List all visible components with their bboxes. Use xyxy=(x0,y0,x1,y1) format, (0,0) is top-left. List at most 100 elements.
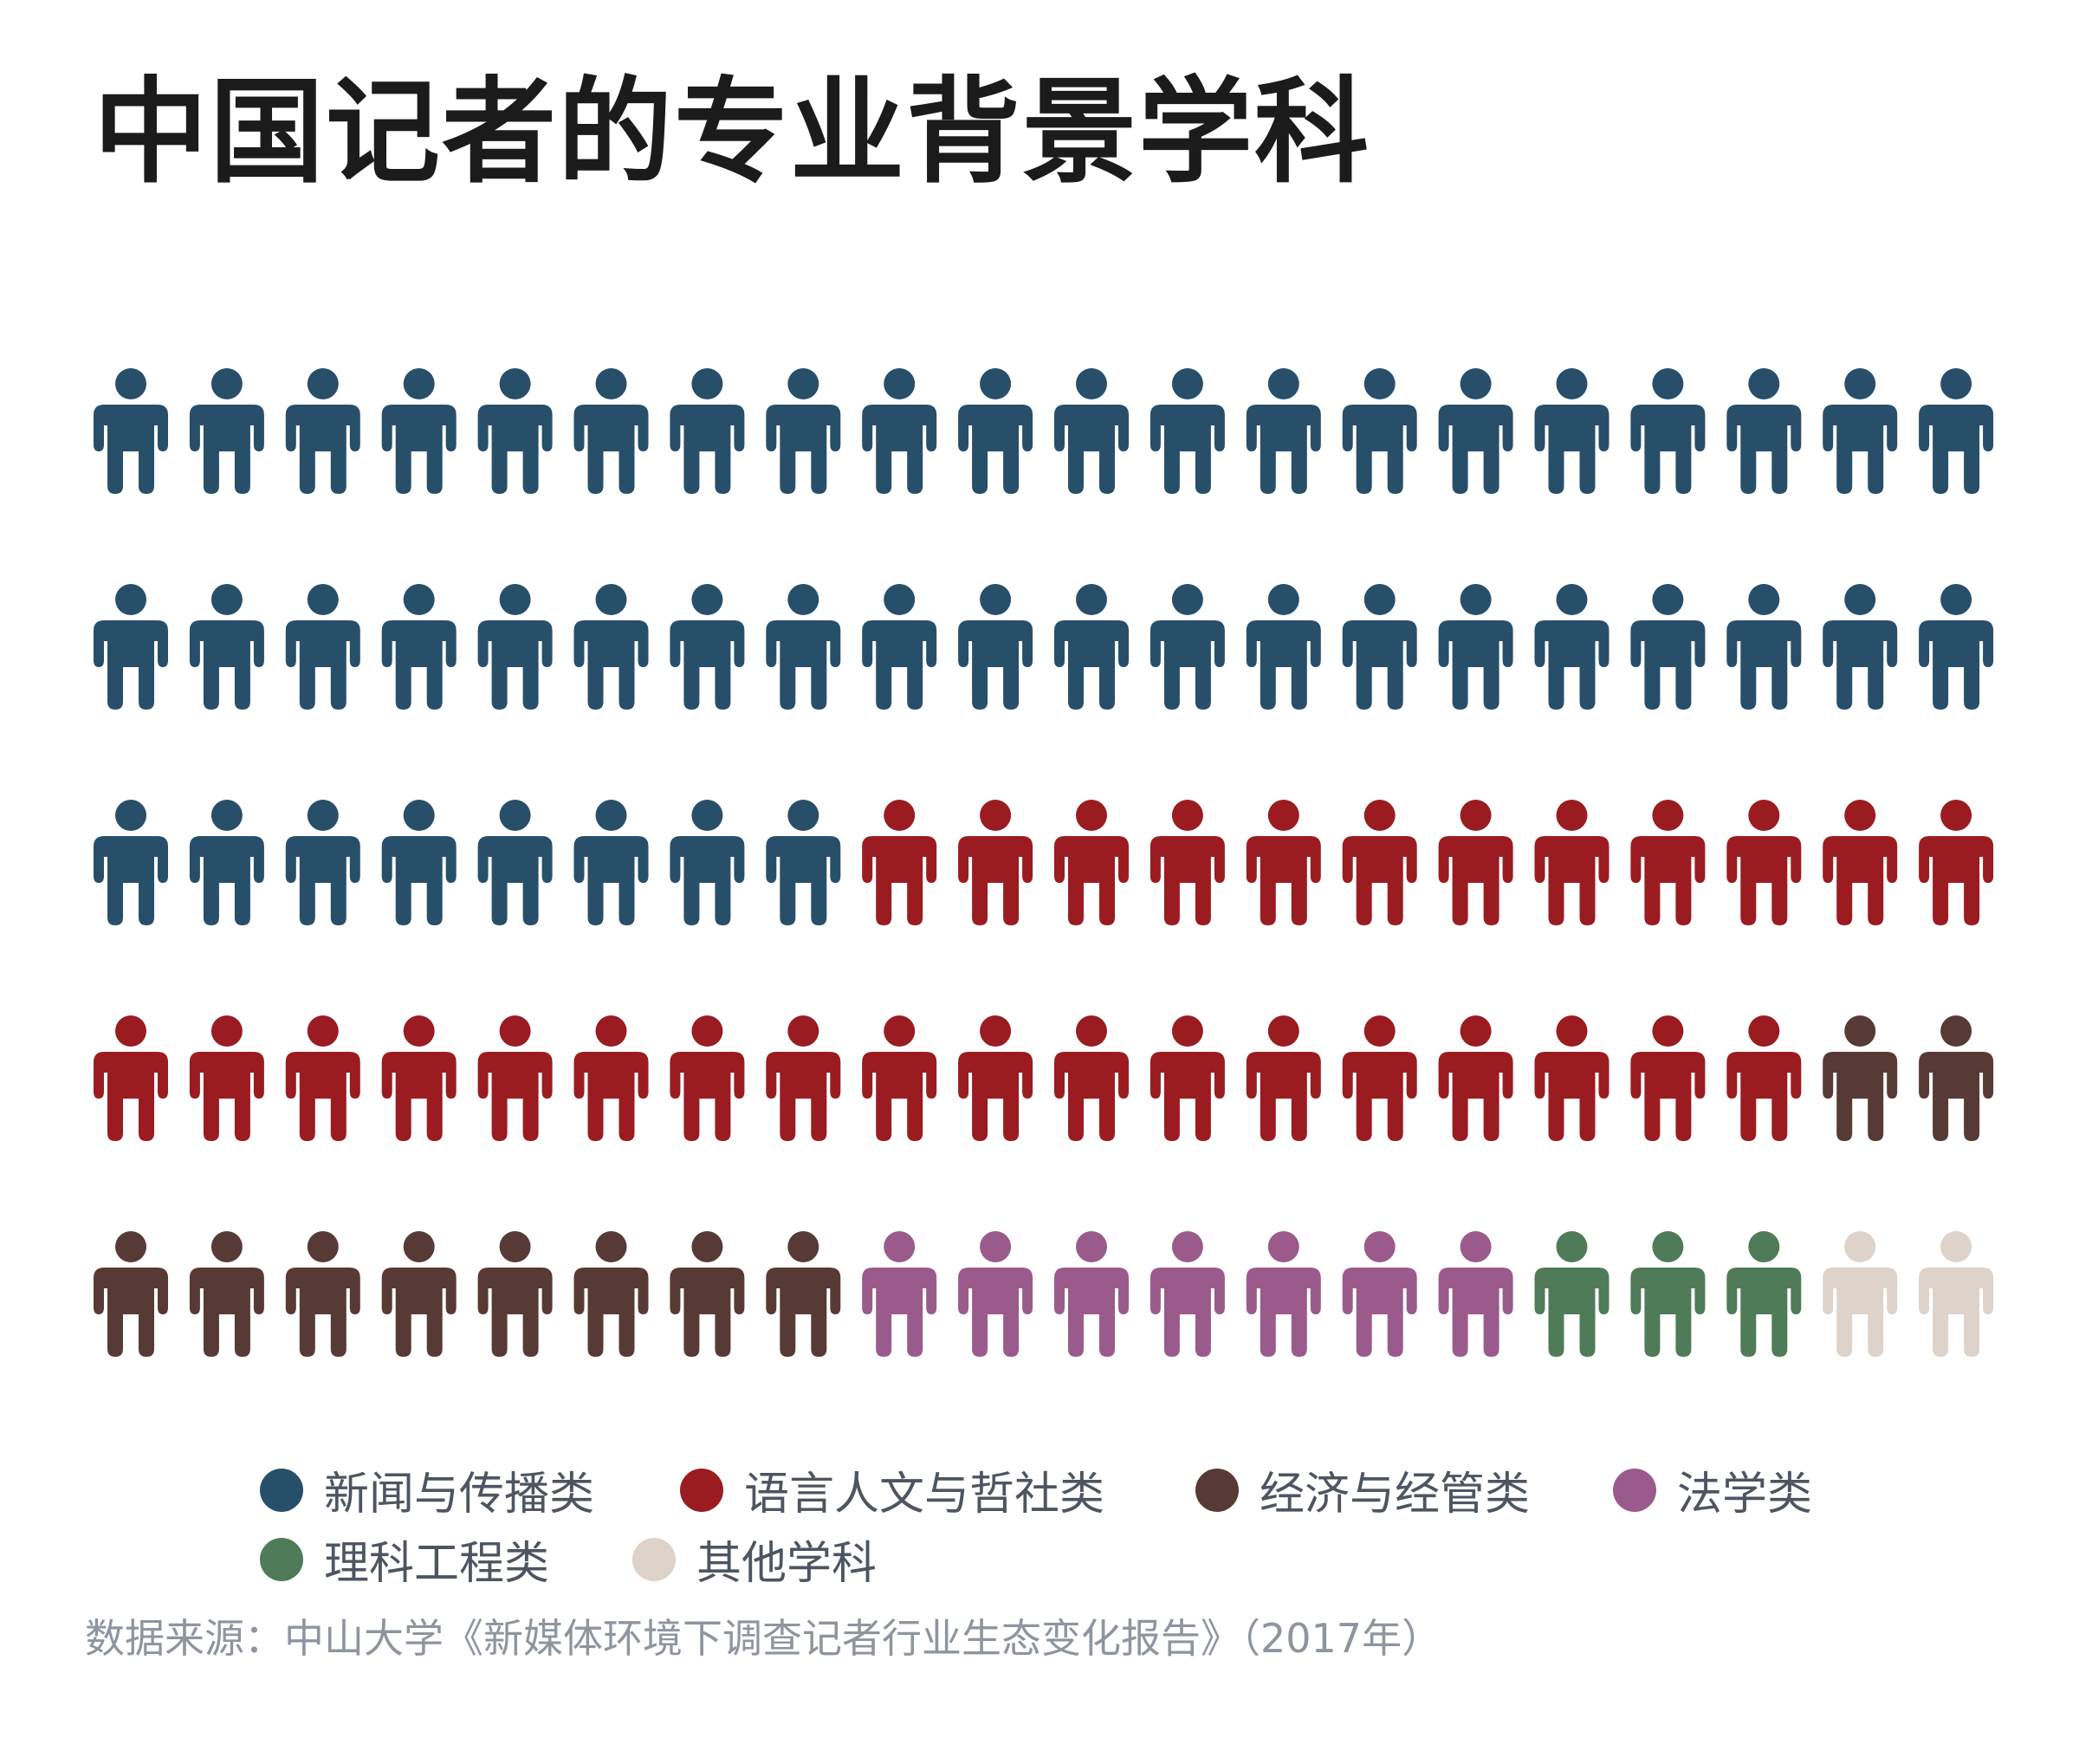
legend-label: 语言人文与哲社类 xyxy=(744,1469,1105,1521)
person-icon xyxy=(1342,368,1417,494)
legend-label: 其他学科 xyxy=(696,1538,878,1590)
person-icon xyxy=(1054,800,1129,925)
person-icon xyxy=(1630,584,1706,710)
legend-label: 法学类 xyxy=(1677,1469,1813,1521)
person-icon xyxy=(1919,584,1994,710)
person-icon xyxy=(381,800,457,925)
person-icon xyxy=(1054,1231,1129,1357)
person-icon xyxy=(573,1015,649,1141)
legend-swatch xyxy=(1195,1468,1239,1512)
person-icon xyxy=(1534,1231,1609,1357)
person-icon xyxy=(766,368,841,494)
person-icon xyxy=(381,368,457,494)
person-icon xyxy=(670,1231,745,1357)
person-icon xyxy=(189,368,264,494)
person-icon xyxy=(1054,368,1129,494)
person-icon xyxy=(189,1015,264,1141)
person-icon xyxy=(1246,800,1321,925)
person-icon xyxy=(1919,1231,1994,1357)
person-icon xyxy=(94,368,168,494)
person-icon xyxy=(1534,800,1609,925)
person-icon xyxy=(573,584,649,710)
legend-swatch xyxy=(632,1537,676,1581)
person-icon xyxy=(1823,800,1898,925)
person-icon xyxy=(381,1231,457,1357)
person-icon xyxy=(189,1231,264,1357)
person-icon xyxy=(189,800,264,925)
person-icon xyxy=(1438,368,1513,494)
person-icon xyxy=(958,368,1033,494)
person-icon xyxy=(1630,800,1706,925)
legend-label: 理科工程类 xyxy=(324,1538,550,1590)
person-icon xyxy=(1919,1015,1994,1141)
person-icon xyxy=(1438,584,1513,710)
person-icon xyxy=(573,800,649,925)
person-icon xyxy=(1150,368,1225,494)
legend-item: 经济与经管类 xyxy=(1195,1457,1530,1522)
person-icon xyxy=(1342,1015,1417,1141)
person-icon xyxy=(1342,1231,1417,1357)
person-icon xyxy=(862,1015,937,1141)
person-icon xyxy=(285,1015,360,1141)
person-icon xyxy=(1534,584,1609,710)
person-icon xyxy=(94,584,168,710)
person-icon xyxy=(477,800,553,925)
pictogram-grid xyxy=(94,368,1994,1357)
person-icon xyxy=(1150,1015,1225,1141)
person-icon xyxy=(1823,368,1898,494)
person-icon xyxy=(285,584,360,710)
person-icon xyxy=(958,584,1033,710)
person-icon xyxy=(1246,584,1321,710)
person-icon xyxy=(1342,584,1417,710)
person-icon xyxy=(285,1231,360,1357)
person-icon xyxy=(1726,368,1802,494)
legend-swatch xyxy=(680,1468,723,1512)
person-icon xyxy=(1246,368,1321,494)
legend-swatch xyxy=(260,1537,303,1581)
person-icon xyxy=(862,584,937,710)
person-icon xyxy=(94,1231,168,1357)
person-icon xyxy=(1919,800,1994,925)
legend: 新闻与传播类 语言人文与哲社类 经济与经管类 法学类理科工程类 其他学科 xyxy=(0,1438,2079,1594)
person-icon xyxy=(670,368,745,494)
source-note: 数据来源：中山大学《新媒体环境下调查记者行业生态变化报告》（2017年） xyxy=(85,1615,1442,1662)
chart-title: 中国记者的专业背景学科 xyxy=(94,66,1370,199)
person-icon xyxy=(381,584,457,710)
person-icon xyxy=(766,1231,841,1357)
person-icon xyxy=(958,1231,1033,1357)
person-icon xyxy=(766,584,841,710)
legend-item: 法学类 xyxy=(1613,1457,1812,1522)
person-icon xyxy=(1726,800,1802,925)
legend-label: 新闻与传播类 xyxy=(324,1469,595,1521)
person-icon xyxy=(1726,1231,1802,1357)
person-icon xyxy=(1150,800,1225,925)
person-icon xyxy=(1054,584,1129,710)
person-icon xyxy=(1630,368,1706,494)
legend-swatch xyxy=(1613,1468,1656,1512)
person-icon xyxy=(1534,368,1609,494)
person-icon xyxy=(94,1015,168,1141)
person-icon xyxy=(189,584,264,710)
person-icon xyxy=(1823,584,1898,710)
person-icon xyxy=(94,800,168,925)
person-icon xyxy=(1726,1015,1802,1141)
legend-item: 理科工程类 xyxy=(260,1527,549,1592)
person-icon xyxy=(862,1231,937,1357)
person-icon xyxy=(766,1015,841,1141)
person-icon xyxy=(670,1015,745,1141)
person-icon xyxy=(670,584,745,710)
person-icon xyxy=(862,800,937,925)
person-icon xyxy=(1150,1231,1225,1357)
person-icon xyxy=(285,800,360,925)
person-icon xyxy=(1246,1015,1321,1141)
person-icon xyxy=(477,1015,553,1141)
person-icon xyxy=(1726,584,1802,710)
person-icon xyxy=(285,368,360,494)
person-icon xyxy=(958,1015,1033,1141)
person-icon xyxy=(573,1231,649,1357)
person-icon xyxy=(1438,800,1513,925)
person-icon xyxy=(1246,1231,1321,1357)
person-icon xyxy=(1342,800,1417,925)
legend-label: 经济与经管类 xyxy=(1260,1469,1531,1521)
person-icon xyxy=(1150,584,1225,710)
